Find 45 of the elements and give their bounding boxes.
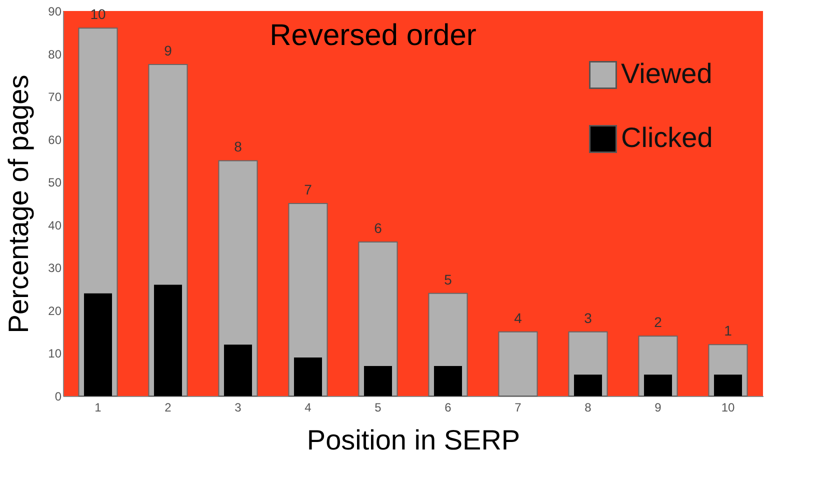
bar <box>154 284 182 396</box>
x-tick-label: 10 <box>721 400 735 414</box>
annotation: 9 <box>164 42 172 58</box>
y-tick-label: 20 <box>48 304 62 318</box>
y-tick-label: 40 <box>48 218 62 232</box>
bar <box>574 374 602 396</box>
y-tick-label: 60 <box>48 132 62 147</box>
x-tick-label: 3 <box>234 400 242 414</box>
annotation: 1 <box>724 322 732 339</box>
annotation: 8 <box>234 138 242 155</box>
bar <box>714 374 742 396</box>
y-tick-label: 90 <box>48 4 62 18</box>
y-tick-label: 30 <box>48 261 62 276</box>
annotation: 4 <box>514 310 522 326</box>
bar <box>434 366 462 396</box>
x-tick-label: 5 <box>374 400 382 414</box>
y-axis-title: Percentage of pages <box>3 74 34 334</box>
x-tick-label: 1 <box>94 400 102 414</box>
bar <box>644 374 672 396</box>
legend-label: Clicked <box>621 122 713 153</box>
y-tick-label: 70 <box>48 90 62 104</box>
annotation: 5 <box>444 271 452 288</box>
annotation: 6 <box>374 220 382 236</box>
x-tick-label: 6 <box>444 400 452 414</box>
legend-label: Viewed <box>621 58 712 89</box>
annotation: 7 <box>304 182 312 198</box>
annotation: 2 <box>654 314 662 330</box>
x-tick-label: 7 <box>514 400 522 414</box>
bar <box>224 344 252 396</box>
annotation: 3 <box>584 310 592 326</box>
x-tick-label: 8 <box>584 400 592 414</box>
y-tick-label: 80 <box>48 47 62 62</box>
x-tick-label: 2 <box>164 400 172 414</box>
bar <box>294 358 322 396</box>
y-tick-label: 0 <box>54 390 62 404</box>
bar <box>84 293 112 396</box>
y-tick-label: 50 <box>48 176 62 190</box>
x-axis-title: Position in SERP <box>306 424 520 456</box>
bar <box>498 331 538 396</box>
chart-title: Reversed order <box>270 19 476 52</box>
annotation: 10 <box>90 6 106 22</box>
bar <box>364 366 392 396</box>
x-tick-label: 4 <box>304 400 312 414</box>
y-tick-label: 10 <box>48 346 62 361</box>
x-tick-label: 9 <box>654 400 662 414</box>
